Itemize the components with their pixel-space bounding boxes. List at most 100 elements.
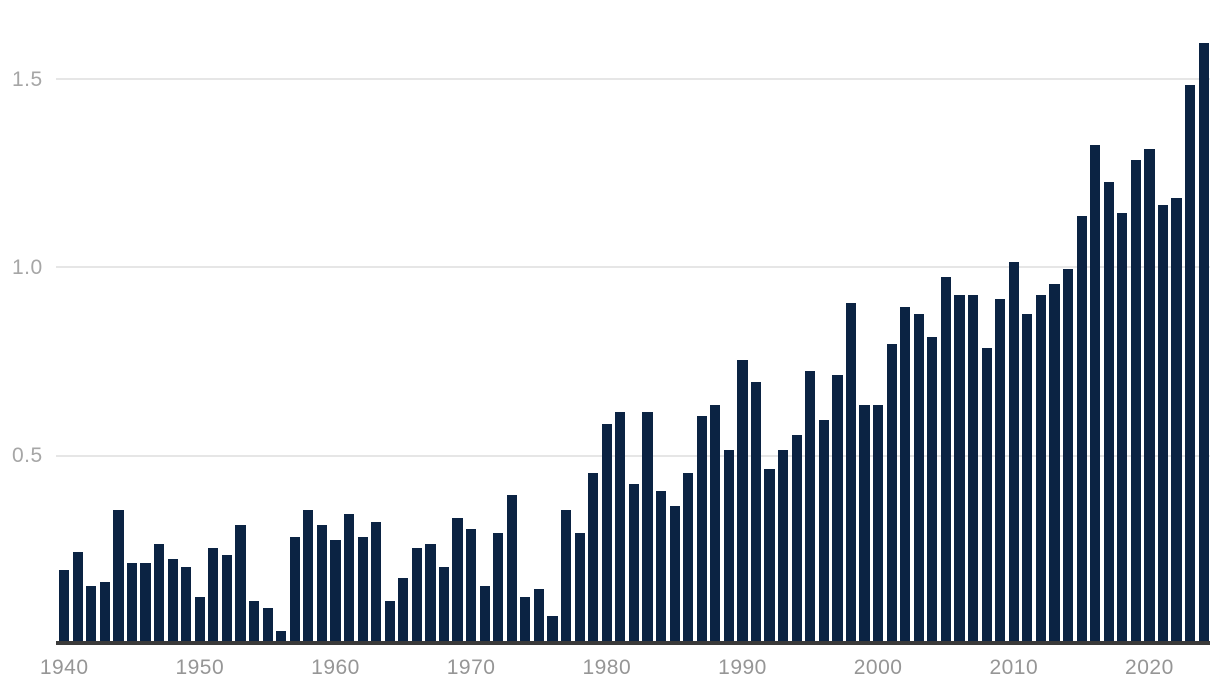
bar-1969 — [452, 517, 463, 642]
bar-1959 — [316, 525, 328, 642]
bar-2013 — [1049, 284, 1060, 642]
gridline-0.5 — [56, 454, 1210, 457]
y-tick-label-1.0: 1.0 — [12, 255, 43, 279]
x-tick-label-1950: 1950 — [175, 656, 225, 679]
gridline-1.5 — [56, 78, 1210, 80]
bar-1974 — [520, 596, 531, 642]
bar-1982 — [628, 483, 640, 642]
bar-1971 — [479, 585, 490, 642]
bar-1977 — [560, 510, 572, 642]
bar-1997 — [832, 374, 843, 642]
bar-1964 — [384, 600, 395, 642]
bar-2006 — [954, 295, 965, 642]
bar-2020 — [1144, 148, 1155, 642]
bar-2008 — [981, 348, 992, 642]
bar-1942 — [86, 585, 97, 642]
bar-1966 — [411, 547, 422, 642]
bar-1991 — [750, 382, 762, 642]
bar-1986 — [683, 472, 694, 642]
x-tick-label-2000: 2000 — [853, 656, 903, 679]
bar-1943 — [99, 581, 110, 642]
bar-1955 — [262, 608, 273, 642]
gridline-1.0 — [56, 266, 1210, 269]
bar-2017 — [1103, 182, 1114, 642]
bar-1970 — [466, 529, 477, 642]
bar-1967 — [425, 544, 436, 642]
x-tick-label-1990: 1990 — [718, 656, 767, 679]
bar-1988 — [710, 404, 721, 642]
bar-1963 — [371, 521, 382, 642]
bar-2009 — [995, 299, 1006, 642]
bar-1998 — [845, 303, 857, 642]
bar-1989 — [723, 449, 734, 642]
bar-1957 — [289, 536, 300, 642]
bar-2018 — [1117, 212, 1128, 642]
bar-1965 — [398, 578, 409, 642]
bar-2014 — [1062, 269, 1074, 642]
bar-1940 — [59, 570, 70, 642]
bar-1979 — [588, 472, 599, 642]
bar-2003 — [913, 314, 924, 642]
bar-2024 — [1198, 43, 1209, 642]
bar-1994 — [791, 434, 802, 642]
bar-1941 — [72, 551, 83, 642]
bar-1947 — [154, 544, 165, 642]
bar-1981 — [615, 412, 626, 642]
bar-1976 — [547, 615, 558, 642]
bar-2022 — [1171, 197, 1182, 642]
x-tick-label-1970: 1970 — [446, 656, 496, 679]
bar-1962 — [357, 536, 368, 642]
bar-1953 — [235, 525, 246, 642]
bar-2007 — [967, 295, 979, 642]
x-tick-label-1960: 1960 — [311, 656, 360, 679]
bar-1956 — [276, 630, 287, 642]
bar-1972 — [493, 532, 504, 642]
bar-1951 — [208, 547, 219, 642]
bar-1980 — [601, 423, 612, 642]
bar-2010 — [1008, 261, 1019, 642]
bar-1954 — [248, 600, 260, 642]
bar-2004 — [927, 336, 938, 642]
bar-2021 — [1157, 205, 1169, 642]
bar-1973 — [506, 495, 517, 642]
bar-2023 — [1185, 84, 1196, 642]
bar-1961 — [343, 513, 355, 642]
bar-1952 — [221, 555, 233, 642]
bar-1958 — [303, 510, 314, 642]
bar-1995 — [805, 370, 816, 642]
bar-1948 — [167, 559, 178, 642]
bar-2012 — [1035, 295, 1047, 642]
bar-1992 — [764, 468, 775, 642]
bar-2001 — [886, 344, 897, 642]
bar-2002 — [900, 306, 911, 642]
bar-2019 — [1130, 159, 1141, 642]
bar-2005 — [940, 276, 952, 642]
bar-1987 — [696, 416, 707, 642]
bar-1950 — [194, 596, 205, 642]
bar-1985 — [669, 506, 680, 642]
bar-1946 — [140, 562, 151, 642]
bar-1999 — [859, 404, 870, 642]
bar-1978 — [574, 532, 585, 642]
bar-2000 — [873, 404, 884, 642]
x-tick-label-2020: 2020 — [1125, 656, 1174, 679]
bar-1945 — [126, 562, 138, 642]
bar-1993 — [778, 449, 789, 642]
y-tick-label-1.5: 1.5 — [12, 67, 43, 91]
bar-1984 — [655, 491, 667, 642]
bar-2015 — [1076, 216, 1087, 642]
bar-1990 — [737, 359, 748, 642]
bar-1975 — [533, 589, 545, 642]
bar-1960 — [330, 540, 341, 642]
bar-1983 — [642, 412, 653, 642]
bar-2016 — [1090, 144, 1101, 642]
bar-2011 — [1022, 314, 1033, 642]
bar-1996 — [818, 419, 829, 642]
x-tick-label-2010: 2010 — [989, 656, 1039, 679]
bar-1949 — [181, 566, 192, 642]
bar-1968 — [438, 566, 450, 642]
y-tick-label-0.5: 0.5 — [12, 444, 43, 468]
x-axis-line — [56, 641, 1210, 645]
x-tick-label-1940: 1940 — [39, 656, 89, 679]
